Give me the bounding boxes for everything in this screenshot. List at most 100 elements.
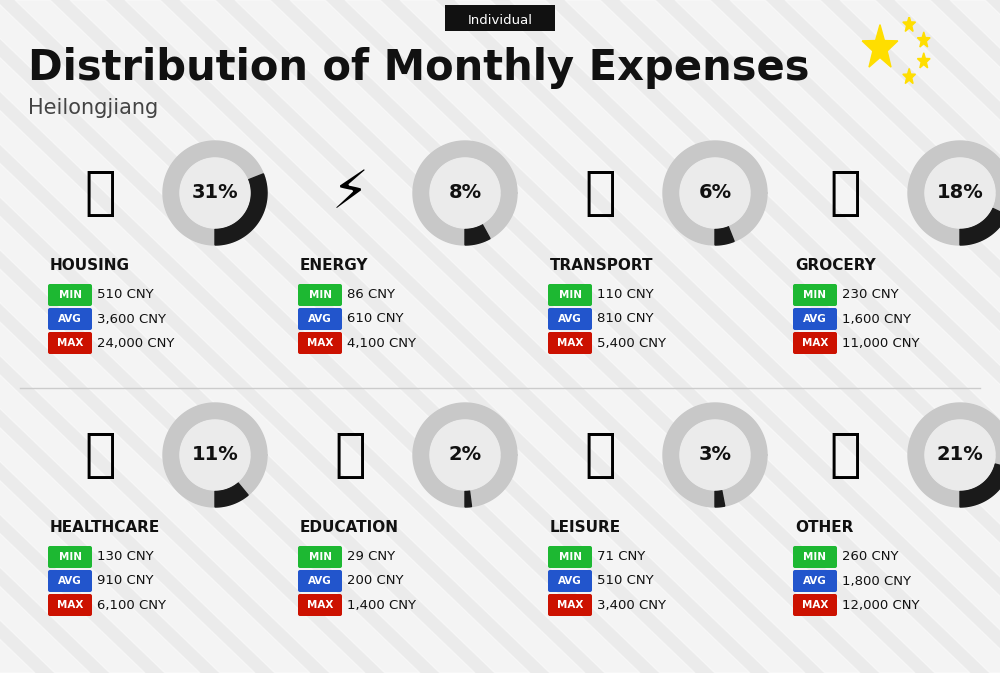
Polygon shape xyxy=(290,0,1000,673)
Polygon shape xyxy=(0,0,530,673)
FancyBboxPatch shape xyxy=(298,284,342,306)
FancyBboxPatch shape xyxy=(48,284,92,306)
Polygon shape xyxy=(163,403,267,507)
Polygon shape xyxy=(0,0,200,673)
Text: 🚌: 🚌 xyxy=(584,167,616,219)
Text: MIN: MIN xyxy=(308,552,332,562)
FancyBboxPatch shape xyxy=(298,332,342,354)
Polygon shape xyxy=(0,0,90,673)
Polygon shape xyxy=(0,0,420,673)
Text: 31%: 31% xyxy=(192,184,238,203)
Text: 6,100 CNY: 6,100 CNY xyxy=(97,598,166,612)
Text: 🏢: 🏢 xyxy=(84,167,116,219)
Text: 3,400 CNY: 3,400 CNY xyxy=(597,598,666,612)
Text: 71 CNY: 71 CNY xyxy=(597,551,645,563)
Text: MAX: MAX xyxy=(557,600,583,610)
Text: MAX: MAX xyxy=(802,600,828,610)
Polygon shape xyxy=(400,0,1000,673)
Polygon shape xyxy=(917,52,930,68)
Text: EDUCATION: EDUCATION xyxy=(300,520,399,535)
Polygon shape xyxy=(730,0,1000,673)
Text: 910 CNY: 910 CNY xyxy=(97,575,154,588)
Text: AVG: AVG xyxy=(558,576,582,586)
Text: 130 CNY: 130 CNY xyxy=(97,551,154,563)
Polygon shape xyxy=(0,0,365,673)
Polygon shape xyxy=(125,0,860,673)
Polygon shape xyxy=(430,420,500,490)
Polygon shape xyxy=(0,0,310,673)
Text: ENERGY: ENERGY xyxy=(300,258,368,273)
Text: 6%: 6% xyxy=(698,184,732,203)
Text: MIN: MIN xyxy=(308,290,332,300)
Polygon shape xyxy=(620,0,1000,673)
Text: 💰: 💰 xyxy=(829,429,861,481)
Polygon shape xyxy=(715,491,725,507)
Polygon shape xyxy=(0,0,35,673)
FancyBboxPatch shape xyxy=(298,594,342,616)
FancyBboxPatch shape xyxy=(548,570,592,592)
FancyBboxPatch shape xyxy=(48,546,92,568)
FancyBboxPatch shape xyxy=(548,332,592,354)
Polygon shape xyxy=(163,141,267,245)
Text: 🏥: 🏥 xyxy=(84,429,116,481)
Text: MIN: MIN xyxy=(58,552,82,562)
Text: 🎓: 🎓 xyxy=(334,429,366,481)
Polygon shape xyxy=(925,158,995,228)
Text: 260 CNY: 260 CNY xyxy=(842,551,898,563)
Polygon shape xyxy=(215,174,267,245)
Polygon shape xyxy=(0,0,585,673)
FancyBboxPatch shape xyxy=(793,284,837,306)
Polygon shape xyxy=(840,0,1000,673)
Text: 1,800 CNY: 1,800 CNY xyxy=(842,575,911,588)
FancyBboxPatch shape xyxy=(298,308,342,330)
FancyBboxPatch shape xyxy=(298,546,342,568)
Text: Heilongjiang: Heilongjiang xyxy=(28,98,158,118)
Text: GROCERY: GROCERY xyxy=(795,258,876,273)
Text: 510 CNY: 510 CNY xyxy=(597,575,654,588)
Polygon shape xyxy=(663,141,767,245)
Polygon shape xyxy=(0,0,640,673)
FancyBboxPatch shape xyxy=(793,594,837,616)
Polygon shape xyxy=(180,158,250,228)
Polygon shape xyxy=(960,464,1000,507)
Text: 200 CNY: 200 CNY xyxy=(347,575,404,588)
FancyBboxPatch shape xyxy=(548,308,592,330)
Text: AVG: AVG xyxy=(308,576,332,586)
FancyBboxPatch shape xyxy=(48,594,92,616)
Polygon shape xyxy=(903,69,916,83)
FancyBboxPatch shape xyxy=(298,570,342,592)
Text: 11%: 11% xyxy=(192,446,238,464)
Text: 🛍: 🛍 xyxy=(584,429,616,481)
Polygon shape xyxy=(715,227,734,245)
Polygon shape xyxy=(413,403,517,507)
Polygon shape xyxy=(785,0,1000,673)
Polygon shape xyxy=(345,0,1000,673)
Polygon shape xyxy=(680,158,750,228)
Polygon shape xyxy=(235,0,970,673)
Polygon shape xyxy=(465,225,490,245)
Text: 1,400 CNY: 1,400 CNY xyxy=(347,598,416,612)
FancyBboxPatch shape xyxy=(548,594,592,616)
Text: 86 CNY: 86 CNY xyxy=(347,289,395,302)
Text: 18%: 18% xyxy=(937,184,983,203)
Text: AVG: AVG xyxy=(803,314,827,324)
Text: TRANSPORT: TRANSPORT xyxy=(550,258,654,273)
Polygon shape xyxy=(663,403,767,507)
Text: MIN: MIN xyxy=(558,552,582,562)
Text: MAX: MAX xyxy=(57,338,83,348)
Polygon shape xyxy=(510,0,1000,673)
Text: 510 CNY: 510 CNY xyxy=(97,289,154,302)
FancyBboxPatch shape xyxy=(793,570,837,592)
Text: 8%: 8% xyxy=(448,184,482,203)
FancyBboxPatch shape xyxy=(548,546,592,568)
FancyBboxPatch shape xyxy=(793,332,837,354)
Text: 24,000 CNY: 24,000 CNY xyxy=(97,336,174,349)
Text: 11,000 CNY: 11,000 CNY xyxy=(842,336,920,349)
Polygon shape xyxy=(455,0,1000,673)
Polygon shape xyxy=(0,0,475,673)
Text: 🛒: 🛒 xyxy=(829,167,861,219)
Text: 4,100 CNY: 4,100 CNY xyxy=(347,336,416,349)
Text: Distribution of Monthly Expenses: Distribution of Monthly Expenses xyxy=(28,47,810,89)
Text: ⚡: ⚡ xyxy=(332,167,368,219)
Polygon shape xyxy=(0,0,255,673)
